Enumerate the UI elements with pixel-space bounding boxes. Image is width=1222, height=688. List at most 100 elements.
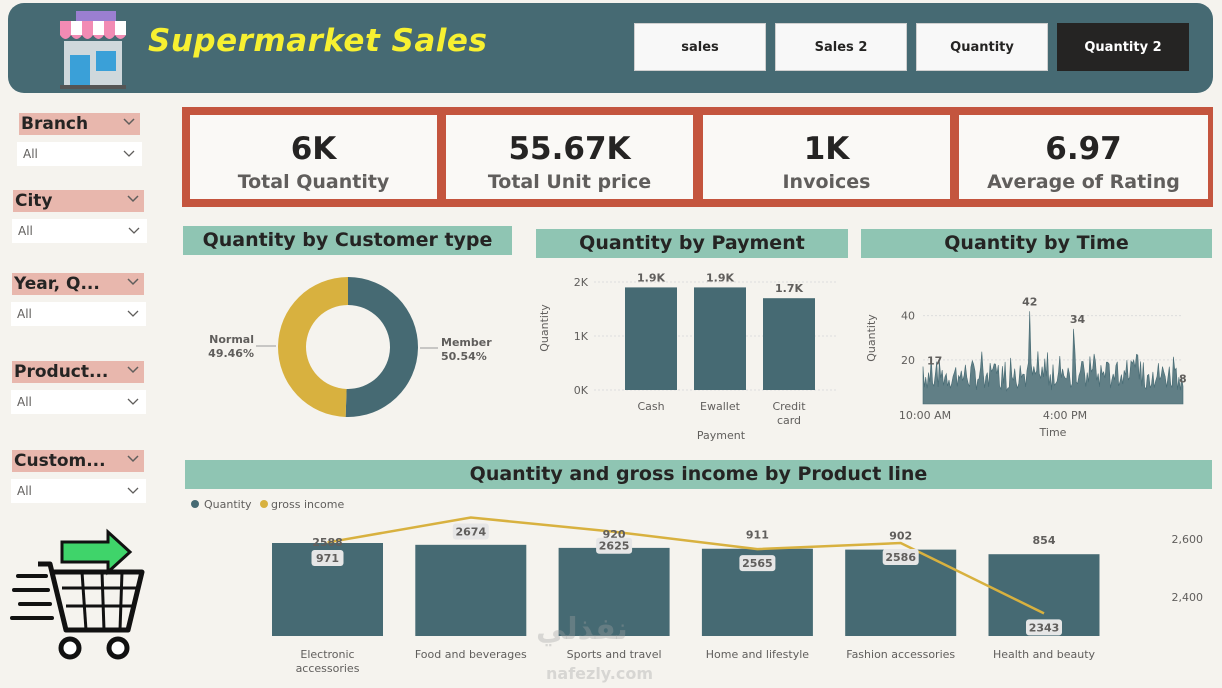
legend-gross-income-swatch <box>260 500 268 508</box>
time-chart-title: Quantity by Time <box>861 229 1212 258</box>
product-income-label-bg <box>452 523 489 540</box>
payment-y-axis-label: Quantity <box>538 304 551 352</box>
payment-bar-label: 1.9K <box>637 271 665 284</box>
slicer-customer-label: Custom... <box>14 451 106 471</box>
shopping-cart-icon <box>10 528 145 660</box>
kpi-label: Total Unit price <box>487 171 652 193</box>
product-quantity-label: 971 <box>316 552 339 565</box>
donut-label-normal-value: 49.46% <box>208 347 254 360</box>
slicer-customer-title[interactable]: Custom... <box>12 450 144 472</box>
storefront-icon <box>60 11 126 89</box>
slicer-branch-dropdown[interactable]: All <box>17 142 142 166</box>
donut-label-member-value: 50.54% <box>441 350 487 363</box>
payment-y-tick: 0K <box>574 384 589 397</box>
chevron-down-icon <box>127 366 139 374</box>
slicer-city-value: All <box>18 224 33 238</box>
time-annotation: 8 <box>1179 372 1187 385</box>
product-x-tick: Home and lifestyle <box>706 648 810 661</box>
legend-gross-income-label: gross income <box>271 498 344 511</box>
slicer-branch-title[interactable]: Branch <box>19 113 140 135</box>
tab-quantity[interactable]: Quantity <box>916 23 1048 71</box>
slicer-year-value: All <box>17 307 32 321</box>
product-income-label-bg <box>596 537 633 554</box>
customer-type-donut-chart: Normal 49.46% Member 50.54% <box>208 277 492 417</box>
kpi-invoices: 1K Invoices <box>702 114 951 200</box>
slicer-customer-dropdown[interactable]: All <box>11 479 146 503</box>
slicer-year-dropdown[interactable]: All <box>11 302 146 326</box>
slicer-customer-value: All <box>17 484 32 498</box>
payment-bar[interactable] <box>694 287 746 390</box>
product-quantity-bar[interactable] <box>415 544 527 636</box>
product-x-tick: accessories <box>296 662 360 675</box>
tab-sales-2[interactable]: Sales 2 <box>775 23 907 71</box>
tab-quantity-2[interactable]: Quantity 2 <box>1057 23 1189 71</box>
time-annotation: 17 <box>927 354 942 367</box>
time-annotation: 42 <box>1022 295 1037 308</box>
product-quantity-label-bg <box>311 550 344 566</box>
kpi-total-unit-price: 55.67K Total Unit price <box>445 114 694 200</box>
report-header: Supermarket Sales sales Sales 2 Quantity… <box>8 3 1213 93</box>
time-annotation: 34 <box>1070 313 1086 326</box>
product-quantity-label: 902 <box>889 530 912 543</box>
payment-chart-title: Quantity by Payment <box>536 229 848 258</box>
payment-bar[interactable] <box>763 298 815 390</box>
product-x-tick: Electronic <box>300 648 354 661</box>
product-x-tick: Health and beauty <box>993 648 1096 661</box>
product-x-tick: Fashion accessories <box>846 648 955 661</box>
product-income-label: 2588 <box>312 536 343 549</box>
customer-type-chart-title: Quantity by Customer type <box>183 226 512 255</box>
payment-bar[interactable] <box>625 287 677 390</box>
product-income-label: 2565 <box>742 557 773 570</box>
time-x-axis-label: Time <box>1039 426 1067 439</box>
payment-bar-label: 1.9K <box>706 271 734 284</box>
chevron-down-icon <box>123 150 135 157</box>
legend-quantity-label: Quantity <box>204 498 252 511</box>
chevron-down-icon <box>127 310 139 317</box>
slicer-product-value: All <box>17 395 32 409</box>
chevron-down-icon <box>127 195 139 203</box>
product-quantity-label: 911 <box>746 529 769 542</box>
product-x-tick: Food and beverages <box>415 648 527 661</box>
time-y-axis-label: Quantity <box>865 314 878 362</box>
kpi-frame: 6K Total Quantity 55.67K Total Unit pric… <box>182 107 1213 207</box>
payment-x-tick: Cash <box>637 400 664 413</box>
slicer-year-title[interactable]: Year, Q... <box>12 273 144 295</box>
slicer-product-title[interactable]: Product... <box>12 361 144 383</box>
donut-label-member-name: Member <box>441 336 492 349</box>
product-income-label: 2674 <box>455 526 486 539</box>
time-area[interactable] <box>922 311 1184 405</box>
slicer-city-title[interactable]: City <box>13 190 144 212</box>
app-title: Supermarket Sales <box>148 23 488 59</box>
slicer-branch-label: Branch <box>21 114 89 134</box>
payment-bar-chart: Quantity Payment 0K 1K 2K 1.9K Cash 1.9K Ewall… <box>538 271 838 442</box>
gross-income-line[interactable] <box>327 516 1045 615</box>
chevron-down-icon <box>123 118 135 126</box>
chevron-down-icon <box>128 227 140 234</box>
slicer-city-dropdown[interactable]: All <box>12 219 147 243</box>
kpi-value: 55.67K <box>508 131 631 167</box>
product-quantity-bar[interactable] <box>558 547 670 636</box>
time-x-tick: 4:00 PM <box>1043 409 1087 422</box>
kpi-label: Average of Rating <box>987 171 1180 193</box>
kpi-value: 1K <box>803 131 850 167</box>
donut-label-normal-name: Normal <box>209 333 254 346</box>
time-y-tick: 40 <box>901 310 915 323</box>
legend-quantity-swatch <box>191 500 199 508</box>
watermark-arabic: نفذلي <box>536 612 628 647</box>
tab-sales[interactable]: sales <box>634 23 766 71</box>
payment-y-tick: 2K <box>574 276 589 289</box>
kpi-value: 6.97 <box>1045 131 1122 167</box>
kpi-label: Invoices <box>782 171 871 193</box>
product-income-label: 2343 <box>1029 621 1060 634</box>
slicer-branch-value: All <box>23 147 38 161</box>
slicer-product-dropdown[interactable]: All <box>11 390 146 414</box>
product-quantity-label: 854 <box>1033 534 1056 547</box>
product-line-combo-chart: Quantity gross income Electronicaccessor… <box>191 498 1203 675</box>
payment-x-tick: Ewallet <box>700 400 741 413</box>
time-y-tick: 20 <box>901 354 915 367</box>
donut-slice-normal[interactable] <box>277 277 348 417</box>
product-income-label-bg <box>739 555 776 572</box>
chevron-down-icon <box>127 487 139 494</box>
slicer-product-label: Product... <box>14 362 109 382</box>
donut-slice-member[interactable] <box>345 277 418 417</box>
